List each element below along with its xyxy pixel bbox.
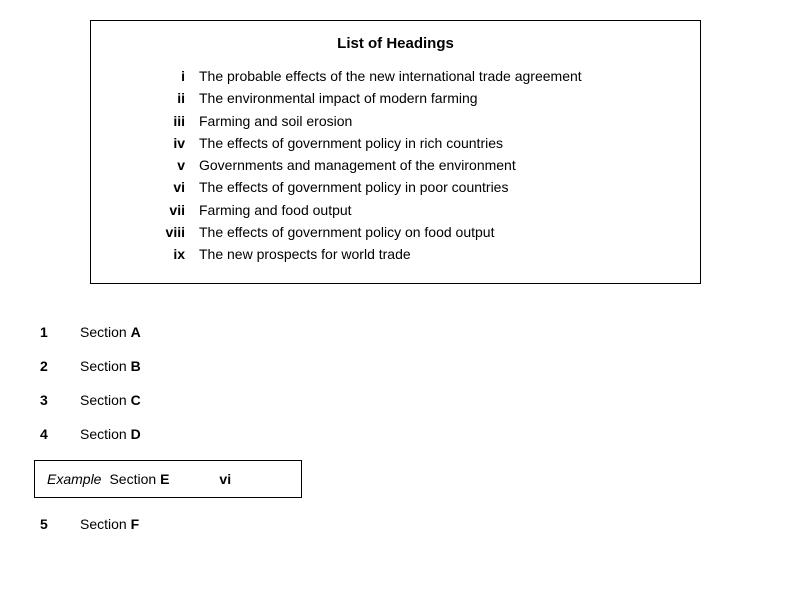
heading-item: v Governments and management of the envi…	[155, 155, 676, 175]
heading-text: The probable effects of the new internat…	[199, 66, 676, 86]
heading-item: i The probable effects of the new intern…	[155, 66, 676, 86]
question-letter: F	[131, 516, 140, 532]
example-prefix: Example	[47, 471, 101, 487]
question-label: Section B	[80, 358, 141, 374]
heading-item: iv The effects of government policy in r…	[155, 133, 676, 153]
question-row: 3 Section C	[40, 392, 761, 408]
heading-text: Farming and soil erosion	[199, 111, 676, 131]
question-row: 5 Section F	[40, 516, 761, 532]
question-number: 4	[40, 426, 80, 442]
heading-text: Farming and food output	[199, 200, 676, 220]
question-letter: D	[131, 426, 141, 442]
example-letter: E	[160, 471, 169, 487]
headings-title: List of Headings	[115, 35, 676, 52]
question-label: Section A	[80, 324, 141, 340]
question-number: 5	[40, 516, 80, 532]
heading-item: ix The new prospects for world trade	[155, 244, 676, 264]
headings-box: List of Headings i The probable effects …	[90, 20, 701, 284]
question-label: Section F	[80, 516, 139, 532]
question-row: 4 Section D	[40, 426, 761, 442]
example-box: Example Section E vi	[34, 460, 302, 498]
headings-list: i The probable effects of the new intern…	[155, 66, 676, 265]
question-number: 1	[40, 324, 80, 340]
heading-text: The effects of government policy in poor…	[199, 177, 676, 197]
heading-roman: i	[155, 66, 185, 86]
questions-list: 1 Section A 2 Section B 3 Section C 4 Se…	[40, 324, 761, 532]
question-letter: A	[131, 324, 141, 340]
heading-roman: vii	[155, 200, 185, 220]
question-label: Section C	[80, 392, 141, 408]
question-number: 2	[40, 358, 80, 374]
heading-roman: iii	[155, 111, 185, 131]
heading-item: viii The effects of government policy on…	[155, 222, 676, 242]
heading-text: The effects of government policy on food…	[199, 222, 676, 242]
heading-text: The effects of government policy in rich…	[199, 133, 676, 153]
heading-roman: ii	[155, 88, 185, 108]
question-letter: C	[131, 392, 141, 408]
heading-roman: viii	[155, 222, 185, 242]
question-row: 2 Section B	[40, 358, 761, 374]
heading-roman: iv	[155, 133, 185, 153]
question-number: 3	[40, 392, 80, 408]
question-label: Section D	[80, 426, 141, 442]
question-letter: B	[131, 358, 141, 374]
heading-text: Governments and management of the enviro…	[199, 155, 676, 175]
heading-text: The environmental impact of modern farmi…	[199, 88, 676, 108]
heading-text: The new prospects for world trade	[199, 244, 676, 264]
heading-item: ii The environmental impact of modern fa…	[155, 88, 676, 108]
question-row: 1 Section A	[40, 324, 761, 340]
heading-item: vi The effects of government policy in p…	[155, 177, 676, 197]
example-label: Section E	[109, 471, 169, 487]
heading-roman: vi	[155, 177, 185, 197]
heading-roman: v	[155, 155, 185, 175]
heading-item: vii Farming and food output	[155, 200, 676, 220]
example-answer: vi	[219, 471, 231, 487]
heading-roman: ix	[155, 244, 185, 264]
heading-item: iii Farming and soil erosion	[155, 111, 676, 131]
